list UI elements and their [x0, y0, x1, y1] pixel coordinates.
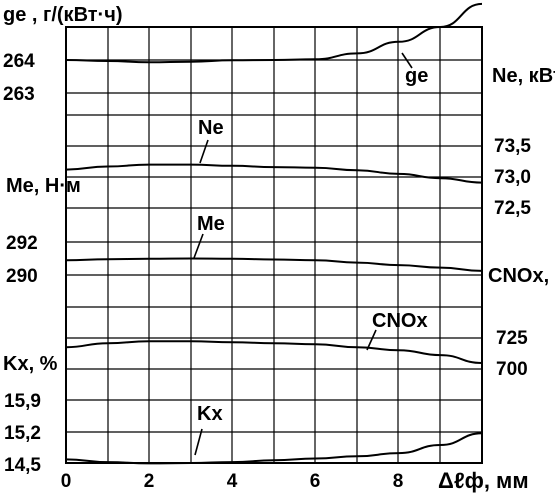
cnox-tick-label: 700	[496, 359, 528, 380]
cnox-tick-label: 725	[496, 328, 528, 349]
ne-tick-label: 73,0	[494, 167, 531, 188]
ge-tick-label: 264	[3, 51, 35, 72]
series-line-ge	[65, 2, 483, 64]
grid	[66, 27, 482, 463]
plot-frame	[65, 26, 483, 464]
x-tick-label: 8	[393, 471, 404, 492]
kx-tick-label: 15,2	[4, 423, 41, 444]
x-tick-label: 4	[227, 471, 238, 492]
x-tick-label: 6	[310, 471, 321, 492]
x-tick-label: 0	[61, 471, 72, 492]
ge-tick-label: 263	[3, 84, 35, 105]
ne-tick-label: 73,5	[494, 136, 531, 157]
cnox-axis-label: CNOx, ppm	[488, 265, 555, 287]
kx-axis-label: Kx, %	[3, 353, 58, 375]
ne-axis-label: Ne, кВт	[492, 65, 555, 87]
ge-curve-label: ge	[405, 65, 428, 87]
kx-leader	[194, 428, 203, 456]
me-leader	[193, 233, 204, 259]
kx-tick-label: 15,9	[4, 391, 41, 412]
series-line-cnox	[65, 340, 483, 364]
me-tick-label: 292	[6, 233, 38, 254]
ge-axis-label: ge , г/(кВт·ч)	[3, 4, 122, 26]
ne-tick-label: 72,5	[494, 198, 531, 219]
kx-tick-label: 14,5	[4, 455, 41, 476]
me-axis-label: Me, Н·м	[6, 175, 81, 197]
x-tick-label: 2	[144, 471, 155, 492]
me-curve-label: Me	[197, 213, 225, 235]
cnox-curve-label: CNOx	[372, 310, 428, 332]
kx-curve-label: Kx	[197, 403, 223, 425]
series-line-kx	[65, 432, 483, 465]
series-line-me	[65, 257, 483, 272]
me-tick-label: 290	[6, 266, 38, 287]
ge-leader	[401, 52, 413, 69]
ne-leader	[199, 139, 209, 164]
cnox-leader	[366, 329, 377, 351]
x-axis-label: Δℓф, мм	[438, 468, 529, 493]
ne-curve-label: Ne	[198, 117, 224, 139]
series-line-ne	[65, 163, 483, 184]
